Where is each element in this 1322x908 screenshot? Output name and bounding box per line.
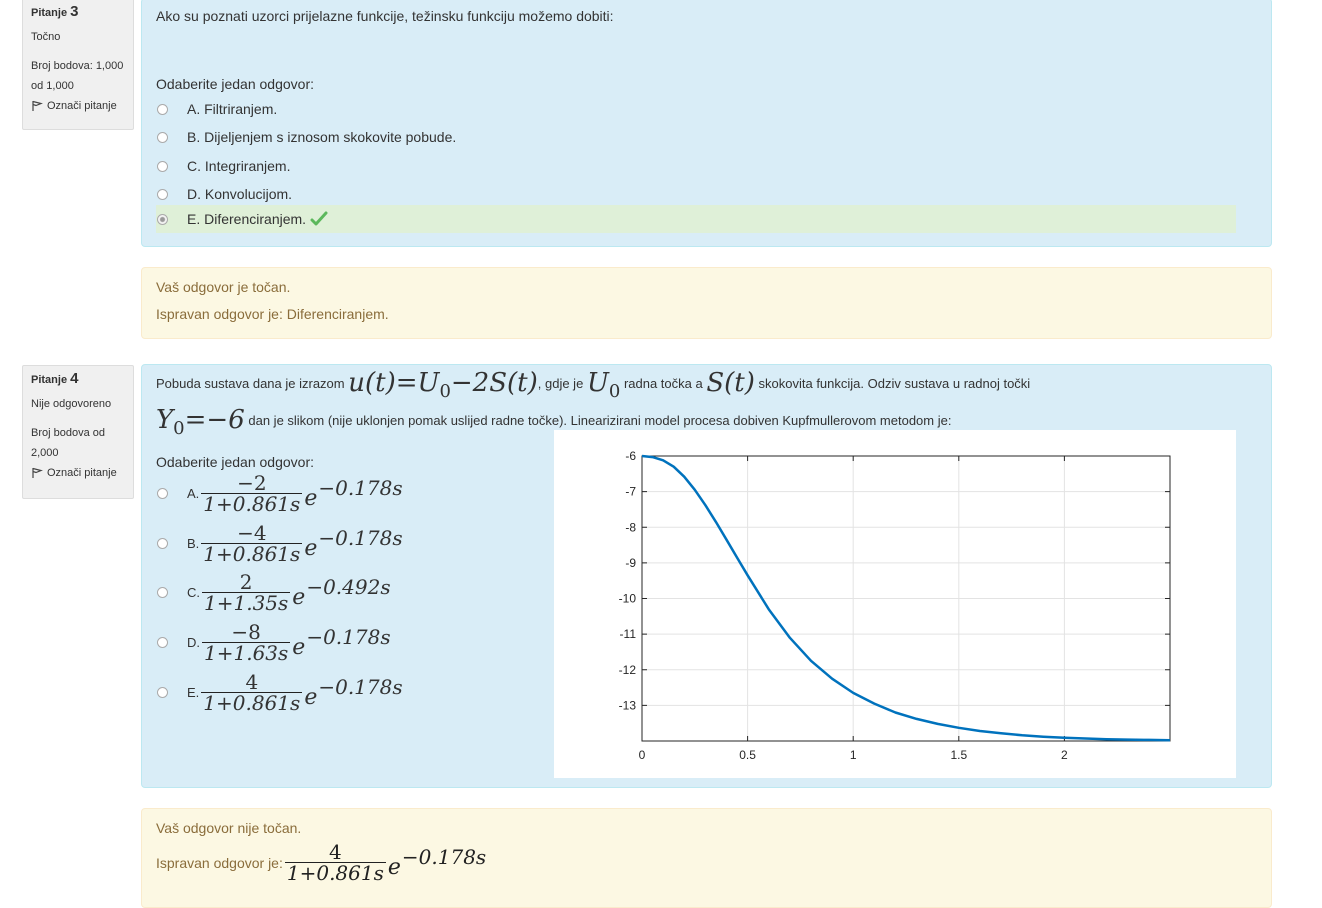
- flag-label: Označi pitanje: [47, 100, 117, 112]
- checkmark-icon: [310, 211, 328, 226]
- question-number: Pitanje 3: [31, 3, 79, 20]
- fraction: 4 1+0.861s: [284, 840, 386, 885]
- answer-option-e[interactable]: E. 4 1+0.861s e−0.178s: [157, 672, 403, 713]
- option-letter: C.: [187, 585, 200, 600]
- exponential: e−0.178s: [292, 625, 391, 660]
- fraction: 2 1+1.35s: [202, 570, 291, 615]
- answer-prompt: Odaberite jedan odgovor:: [156, 454, 314, 470]
- x-tick-label: 1.5: [950, 748, 967, 762]
- answer-option-c[interactable]: C. Integriranjem.: [157, 156, 290, 176]
- flag-icon: [32, 467, 43, 478]
- y-tick-label: -12: [619, 663, 637, 677]
- answer-option-b[interactable]: B. −4 1+0.861s e−0.178s: [157, 523, 403, 564]
- exponential: e−0.178s: [304, 476, 403, 511]
- question-content-4: Pobuda sustava dana je izrazom u(t)=U0−2…: [141, 364, 1272, 788]
- answer-option-a[interactable]: A. −2 1+0.861s e−0.178s: [157, 473, 403, 514]
- radio-a[interactable]: [157, 488, 168, 499]
- feedback-3: Vaš odgovor je točan. Ispravan odgovor j…: [141, 267, 1272, 339]
- option-text: Dijeljenjem s iznosom skokovite pobude.: [204, 129, 457, 145]
- option-letter: C.: [187, 158, 201, 174]
- exponential: e−0.178s: [387, 845, 487, 880]
- y-tick-label: -8: [625, 520, 636, 534]
- radio-e[interactable]: [157, 213, 168, 225]
- y-tick-label: -11: [620, 627, 637, 641]
- radio-b[interactable]: [157, 538, 168, 549]
- question-content-3: Ako su poznati uzorci prijelazne funkcij…: [141, 0, 1272, 247]
- x-tick-label: 1: [850, 748, 857, 762]
- option-text: Konvolucijom.: [204, 186, 293, 202]
- fraction: −8 1+1.63s: [202, 620, 291, 665]
- correct-highlight: [156, 205, 1236, 233]
- y-tick-label: -13: [619, 698, 637, 712]
- answer-option-e[interactable]: E. Diferenciranjem.: [157, 209, 328, 229]
- option-letter: B.: [187, 536, 200, 551]
- question-number: Pitanje 4: [31, 370, 79, 387]
- radio-a[interactable]: [157, 103, 168, 115]
- question-text: Pobuda sustava dana je izrazom u(t)=U0−2…: [156, 368, 1031, 440]
- x-tick-label: 0: [639, 748, 646, 762]
- flag-question-button[interactable]: Označi pitanje: [31, 100, 133, 112]
- answer-option-a[interactable]: A. Filtriranjem.: [157, 99, 277, 119]
- answer-option-b[interactable]: B. Dijeljenjem s iznosom skokovite pobud…: [157, 127, 456, 147]
- question-state: Nije odgovoreno: [31, 398, 112, 410]
- radio-d[interactable]: [157, 637, 168, 648]
- correct-answer: Ispravan odgovor je: Diferenciranjem.: [156, 306, 389, 322]
- option-text: Integriranjem.: [204, 158, 291, 174]
- option-letter: E.: [187, 685, 200, 700]
- answer-option-d[interactable]: D. Konvolucijom.: [157, 184, 292, 204]
- question-info-4: Pitanje 4 Nije odgovoreno Broj bodova od…: [22, 365, 134, 499]
- option-letter: A.: [187, 101, 201, 117]
- fraction: 4 1+0.861s: [201, 670, 303, 715]
- fraction: −4 1+0.861s: [201, 521, 303, 566]
- flag-question-button[interactable]: Označi pitanje: [31, 467, 133, 479]
- option-letter: D.: [187, 635, 200, 650]
- x-tick-label: 2: [1061, 748, 1068, 762]
- radio-c[interactable]: [157, 160, 168, 172]
- correct-answer-prefix: Ispravan odgovor je:: [156, 854, 283, 871]
- flag-icon: [32, 100, 43, 111]
- feedback-4: Vaš odgovor nije točan. Ispravan odgovor…: [141, 808, 1272, 908]
- feedback-status: Vaš odgovor je točan.: [156, 279, 291, 295]
- option-letter: B.: [187, 129, 201, 145]
- radio-d[interactable]: [157, 188, 168, 200]
- x-tick-label: 0.5: [739, 748, 756, 762]
- radio-b[interactable]: [157, 131, 168, 143]
- question-info-3: Pitanje 3 Točno Broj bodova: 1,000 od 1,0…: [22, 0, 134, 130]
- y-tick-label: -7: [625, 485, 636, 499]
- question-grade: Broj bodova: 1,000 od 1,000: [31, 60, 124, 92]
- correct-answer: Ispravan odgovor je: 4 1+0.861s e−0.178s: [156, 842, 486, 883]
- response-chart: 0 0.5 1 1.5 2 -6 -7 -8 -9 -10 -11 -12 -13: [619, 449, 1171, 762]
- question-grade: Broj bodova od 2,000: [31, 427, 105, 459]
- exponential: e−0.178s: [304, 526, 403, 561]
- option-text: Diferenciranjem.: [204, 211, 307, 227]
- question-text: Ako su poznati uzorci prijelazne funkcij…: [156, 8, 614, 24]
- option-text: Filtriranjem.: [204, 101, 278, 117]
- y-tick-label: -9: [625, 556, 636, 570]
- option-letter: A.: [187, 486, 200, 501]
- answer-option-c[interactable]: C. 2 1+1.35s e−0.492s: [157, 572, 391, 613]
- option-letter: E.: [187, 211, 201, 227]
- radio-e[interactable]: [157, 687, 168, 698]
- exponential: e−0.492s: [292, 575, 391, 610]
- answer-option-d[interactable]: D. −8 1+1.63s e−0.178s: [157, 622, 391, 663]
- question-state: Točno: [31, 31, 61, 43]
- response-curve: [641, 454, 1171, 742]
- fraction: −2 1+0.861s: [201, 471, 303, 516]
- flag-label: Označi pitanje: [47, 467, 117, 479]
- radio-c[interactable]: [157, 587, 168, 598]
- exponential: e−0.178s: [304, 675, 403, 710]
- response-plot-image: 0 0.5 1 1.5 2 -6 -7 -8 -9 -10 -11 -12 -13: [554, 430, 1236, 778]
- feedback-status: Vaš odgovor nije točan.: [156, 820, 302, 836]
- option-letter: D.: [187, 186, 201, 202]
- answer-prompt: Odaberite jedan odgovor:: [156, 76, 314, 92]
- y-tick-label: -10: [619, 592, 637, 606]
- y-tick-label: -6: [625, 449, 636, 463]
